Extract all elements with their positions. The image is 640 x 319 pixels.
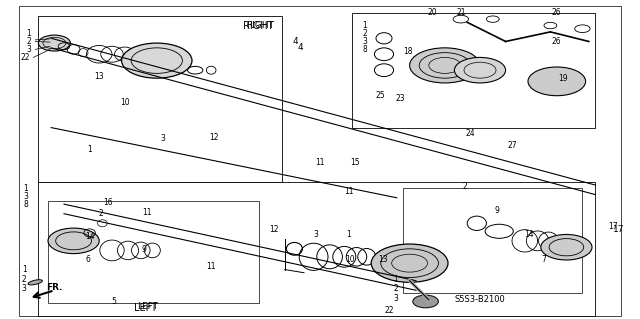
- Text: 13: 13: [378, 256, 388, 264]
- Text: 2: 2: [393, 284, 398, 293]
- Text: 2: 2: [22, 275, 27, 284]
- Text: 2: 2: [362, 29, 367, 38]
- Text: 3: 3: [161, 134, 166, 143]
- Text: 1: 1: [87, 145, 92, 154]
- Text: 1: 1: [22, 265, 27, 274]
- Text: RIGHT: RIGHT: [246, 21, 275, 30]
- Text: 3: 3: [26, 45, 31, 54]
- Text: 4: 4: [293, 37, 298, 46]
- Text: 3: 3: [393, 294, 398, 303]
- Text: 18: 18: [404, 47, 413, 56]
- Text: 22: 22: [21, 53, 30, 62]
- Text: 23: 23: [395, 94, 405, 103]
- Circle shape: [454, 57, 506, 83]
- Text: 2: 2: [26, 37, 31, 46]
- Text: 27: 27: [507, 141, 517, 150]
- Text: 11: 11: [143, 208, 152, 217]
- Text: 24: 24: [465, 130, 476, 138]
- Circle shape: [528, 67, 586, 96]
- Text: 11: 11: [207, 262, 216, 271]
- Text: 21: 21: [456, 8, 465, 17]
- Text: 1: 1: [393, 275, 398, 284]
- Text: LEFT: LEFT: [134, 303, 157, 313]
- Text: 10: 10: [345, 255, 355, 263]
- Circle shape: [371, 244, 448, 282]
- Text: 22: 22: [385, 306, 394, 315]
- Text: 12: 12: [269, 225, 278, 234]
- Text: 9: 9: [141, 245, 147, 254]
- Text: 3: 3: [313, 230, 318, 239]
- Text: 7: 7: [541, 256, 547, 264]
- Text: 3: 3: [23, 192, 28, 201]
- Bar: [48, 201, 259, 303]
- Text: LEFT: LEFT: [138, 302, 159, 311]
- Text: 16: 16: [102, 198, 113, 207]
- Bar: [352, 13, 595, 128]
- Text: 1: 1: [23, 184, 28, 193]
- Circle shape: [48, 228, 99, 254]
- Text: 25: 25: [376, 91, 386, 100]
- Text: 26: 26: [552, 37, 562, 46]
- Text: RIGHT: RIGHT: [243, 20, 274, 31]
- Bar: [38, 182, 595, 316]
- Text: 26: 26: [552, 8, 562, 17]
- Text: 3: 3: [362, 37, 367, 46]
- Text: S5S3-B2100: S5S3-B2100: [454, 295, 505, 304]
- Text: FR.: FR.: [46, 283, 63, 292]
- Text: 11: 11: [316, 158, 324, 167]
- Text: 4: 4: [298, 43, 303, 52]
- Text: 14: 14: [524, 230, 534, 239]
- Text: 5: 5: [111, 297, 116, 306]
- Text: 11: 11: [344, 187, 353, 196]
- Text: 3: 3: [22, 284, 27, 293]
- Text: 1: 1: [346, 230, 351, 239]
- Text: 17: 17: [612, 225, 624, 234]
- Circle shape: [541, 234, 592, 260]
- Text: 8: 8: [23, 200, 28, 209]
- Text: 1: 1: [362, 21, 367, 30]
- Text: 8: 8: [362, 45, 367, 54]
- Bar: [403, 188, 582, 293]
- Text: 2: 2: [99, 209, 104, 218]
- Circle shape: [38, 35, 70, 51]
- Text: 13: 13: [94, 72, 104, 81]
- Text: 2: 2: [462, 182, 467, 191]
- Bar: [38, 16, 282, 182]
- Text: 10: 10: [120, 98, 130, 107]
- Text: 17: 17: [608, 222, 618, 231]
- Text: 1: 1: [26, 29, 31, 38]
- Circle shape: [410, 48, 480, 83]
- Circle shape: [122, 43, 192, 78]
- Text: 12: 12: [210, 133, 219, 142]
- Text: 9: 9: [494, 206, 499, 215]
- Circle shape: [413, 295, 438, 308]
- Text: 6: 6: [86, 255, 91, 263]
- Ellipse shape: [28, 280, 42, 285]
- Text: 14: 14: [84, 232, 95, 241]
- Text: 20: 20: [427, 8, 437, 17]
- Text: 19: 19: [558, 74, 568, 83]
- Text: 15: 15: [350, 158, 360, 167]
